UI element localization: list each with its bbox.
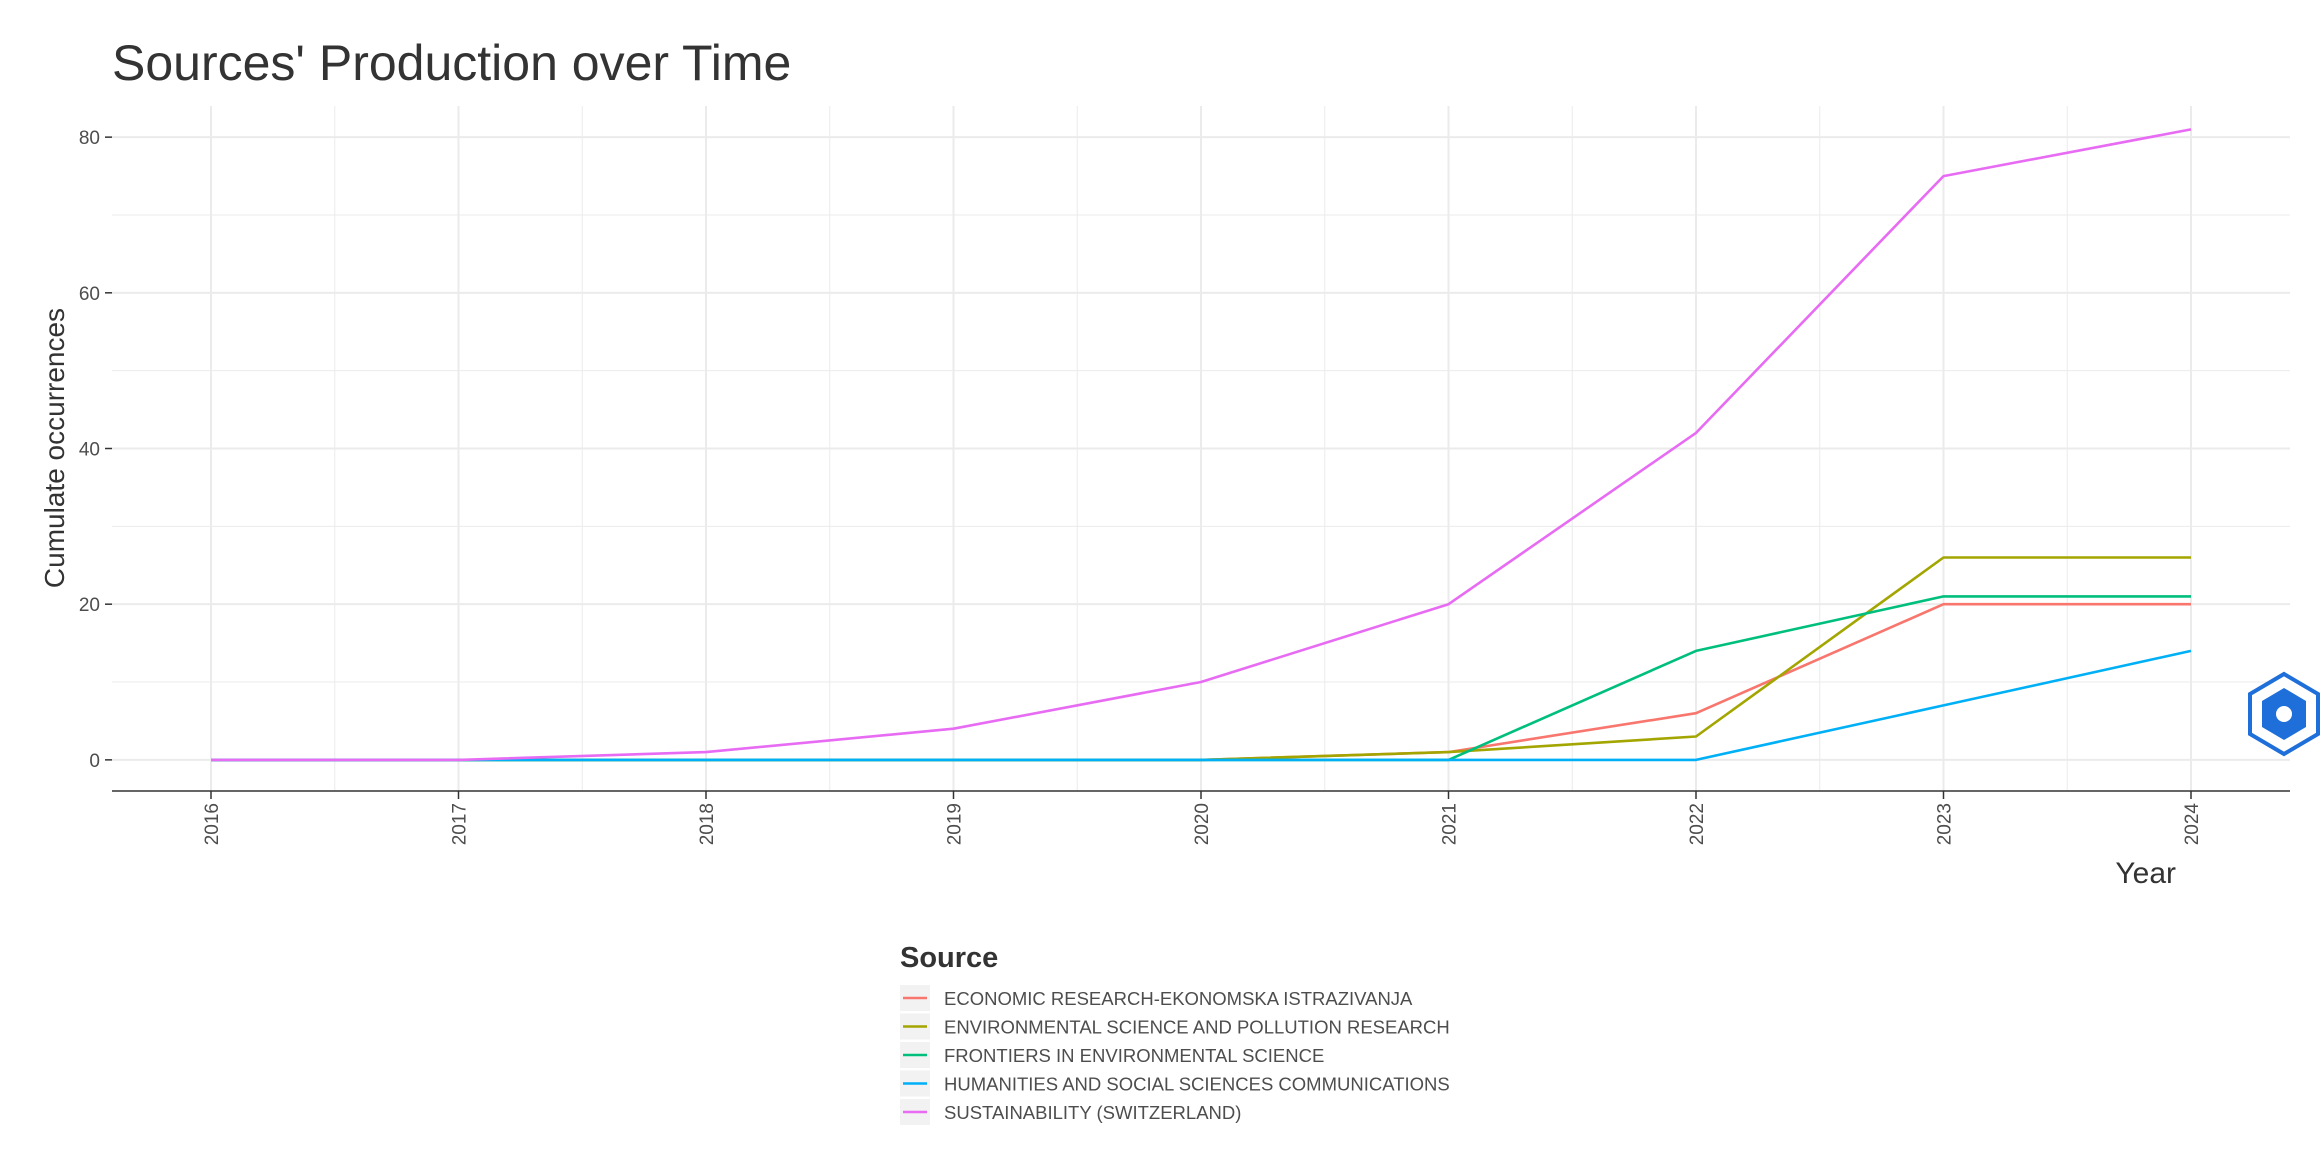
x-tick-label: 2021 [1440,803,1461,845]
bibliometrix-logo-icon [2248,671,2320,757]
x-tick-label: 2023 [1935,803,1956,845]
series-line-5 [211,128,2192,762]
legend-label-5: SUSTAINABILITY (SWITZERLAND) [944,1102,1241,1123]
x-tick-label: 2017 [450,803,471,845]
series-line-4 [211,649,2192,762]
chart-title: Sources' Production over Time [112,35,791,91]
y-tick-label: 40 [79,440,100,461]
legend-label-4: HUMANITIES AND SOCIAL SCIENCES COMMUNICA… [944,1074,1450,1095]
y-axis-ticks: 0 20 40 60 80 [79,128,112,772]
x-axis-title: Year [2115,857,2176,890]
legend-title: Source [900,942,998,974]
legend-label-2: ENVIRONMENTAL SCIENCE AND POLLUTION RESE… [944,1017,1450,1038]
grid [112,106,2290,791]
x-axis-ticks: 2016 2017 2018 2019 2020 2021 2022 2023 2024 [202,791,2203,845]
series-layer [211,128,2192,762]
y-tick-label: 0 [89,751,100,772]
y-tick-label: 80 [79,128,100,149]
x-tick-label: 2016 [202,803,223,845]
x-tick-label: 2022 [1687,803,1708,845]
x-tick-label: 2020 [1192,803,1213,845]
x-tick-label: 2018 [697,803,718,845]
y-axis-title: Cumulate occurrences [39,308,70,588]
x-tick-label: 2024 [2182,803,2203,846]
legend-label-3: FRONTIERS IN ENVIRONMENTAL SCIENCE [944,1045,1324,1066]
legend-label-1: ECONOMIC RESEARCH-EKONOMSKA ISTRAZIVANJA [944,988,1413,1009]
y-tick-label: 20 [79,595,100,616]
y-tick-label: 60 [79,284,100,305]
x-tick-label: 2019 [945,803,966,845]
legend: Source ECONOMIC RESEARCH-EKONOMSKA ISTRA… [900,942,1450,1125]
